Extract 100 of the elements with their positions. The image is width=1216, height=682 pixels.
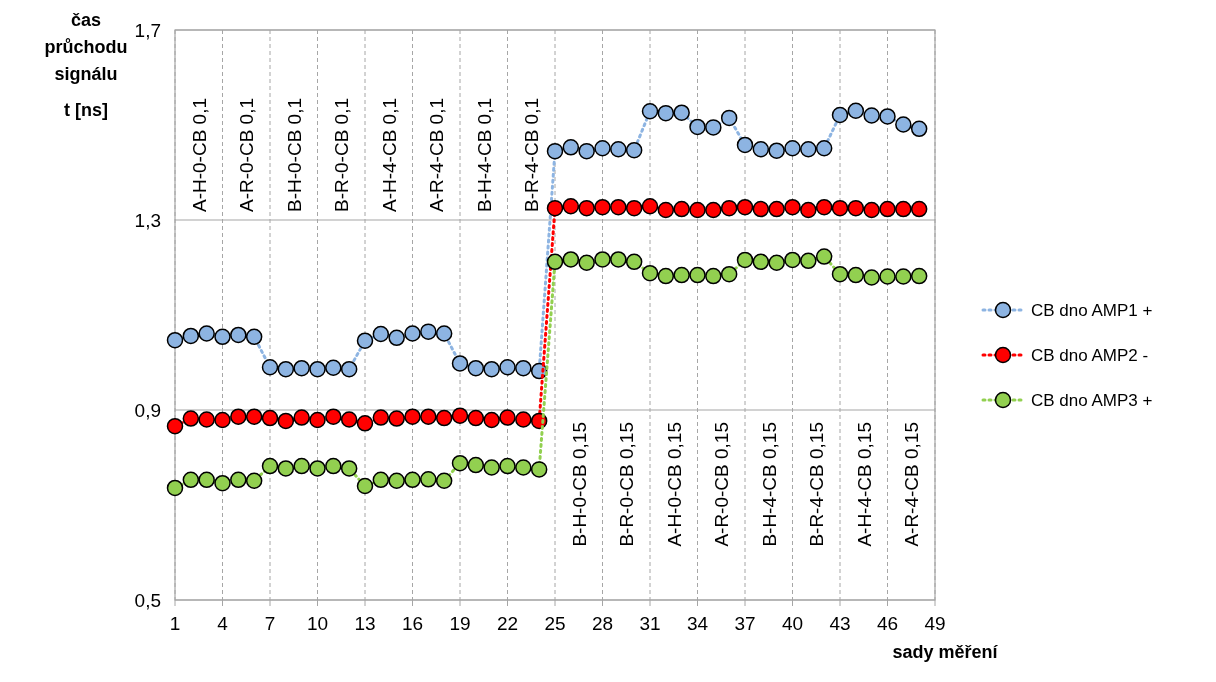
y-tick-label: 1,7: [134, 20, 161, 41]
x-tick-label: 37: [734, 613, 756, 634]
x-tick-label: 13: [354, 613, 376, 634]
legend-label: CB dno AMP1 +: [1031, 301, 1153, 320]
point: [657, 201, 675, 219]
point: [515, 459, 532, 476]
y-tick-label: 0,9: [134, 400, 161, 421]
point: [404, 471, 421, 489]
point: [910, 200, 928, 218]
point: [309, 460, 326, 477]
point: [420, 323, 437, 340]
point: [435, 409, 453, 427]
point: [562, 139, 580, 156]
point: [689, 118, 706, 136]
point: [182, 471, 200, 489]
annotation: A-H-0-CB 0,1: [188, 97, 210, 212]
point: [705, 119, 722, 136]
point: [768, 142, 785, 159]
legend-label: CB dno AMP3 +: [1031, 391, 1153, 410]
annotation: B-H-0-CB 0,1: [283, 97, 305, 212]
point: [214, 411, 231, 429]
x-tick-label: 31: [639, 613, 661, 634]
point: [863, 107, 880, 124]
annotation: B-H-4-CB 0,15: [758, 422, 780, 547]
point: [499, 359, 516, 376]
x-tick-label: 28: [591, 613, 614, 634]
point: [831, 106, 849, 124]
point: [673, 200, 690, 218]
point: [293, 359, 310, 377]
point: [815, 248, 833, 265]
point: [768, 254, 785, 271]
x-tick-label: 16: [401, 613, 424, 634]
point: [372, 471, 390, 489]
point: [293, 409, 310, 426]
point: [800, 252, 817, 270]
y-axis-title: čas průchodu signálu t [ns]: [44, 10, 128, 120]
point: [752, 200, 770, 218]
point: [261, 409, 279, 427]
point: [800, 201, 817, 219]
point: [499, 409, 516, 426]
x-tick-label: 1: [169, 613, 181, 634]
x-tick-label: 34: [686, 613, 709, 634]
point: [784, 140, 801, 157]
point: [325, 408, 342, 425]
point: [230, 408, 247, 425]
point: [340, 360, 358, 378]
point: [388, 410, 405, 427]
point: [515, 411, 532, 428]
annotation: A-H-4-CB 0,1: [378, 97, 400, 212]
point: [309, 411, 326, 429]
point: [673, 266, 690, 284]
point: [230, 326, 247, 344]
point: [372, 325, 390, 343]
point: [815, 198, 833, 216]
point: [610, 140, 627, 158]
point: [420, 408, 437, 425]
point: [578, 199, 595, 217]
point: [705, 267, 722, 285]
point: [784, 198, 801, 216]
point: [910, 267, 928, 285]
point: [166, 417, 184, 435]
point: [831, 265, 849, 283]
point: [831, 199, 849, 217]
point: [198, 325, 215, 342]
point: [467, 359, 485, 377]
y-tick-label: 0,5: [134, 590, 161, 611]
point: [752, 253, 770, 271]
point: [752, 140, 770, 158]
annotation: A-H-4-CB 0,15: [853, 422, 875, 547]
point: [720, 265, 738, 283]
point: [847, 102, 865, 119]
x-tick-label: 40: [781, 613, 804, 634]
point: [388, 329, 405, 347]
point: [182, 410, 200, 427]
point: [451, 407, 469, 424]
point: [736, 136, 754, 154]
point: [261, 359, 279, 376]
point: [198, 411, 215, 428]
point: [736, 251, 754, 269]
x-tick-label: 10: [306, 613, 329, 634]
point: [245, 328, 263, 346]
point: [625, 253, 643, 271]
point: [768, 200, 785, 218]
point: [515, 359, 532, 377]
point: [641, 197, 659, 215]
x-tick-label: 46: [876, 613, 899, 634]
annotation: B-R-0-CB 0,1: [331, 97, 353, 212]
x-tick-label: 43: [829, 613, 851, 634]
point: [309, 360, 326, 378]
point: [641, 264, 659, 282]
x-tick-label: 25: [544, 613, 566, 634]
point: [214, 474, 231, 492]
annotation: B-R-4-CB 0,1: [521, 97, 543, 212]
point: [404, 325, 421, 342]
point: [784, 251, 801, 269]
point: [657, 104, 675, 122]
point: [578, 142, 595, 160]
point: [594, 251, 611, 268]
point: [625, 141, 643, 159]
point: [245, 472, 263, 490]
